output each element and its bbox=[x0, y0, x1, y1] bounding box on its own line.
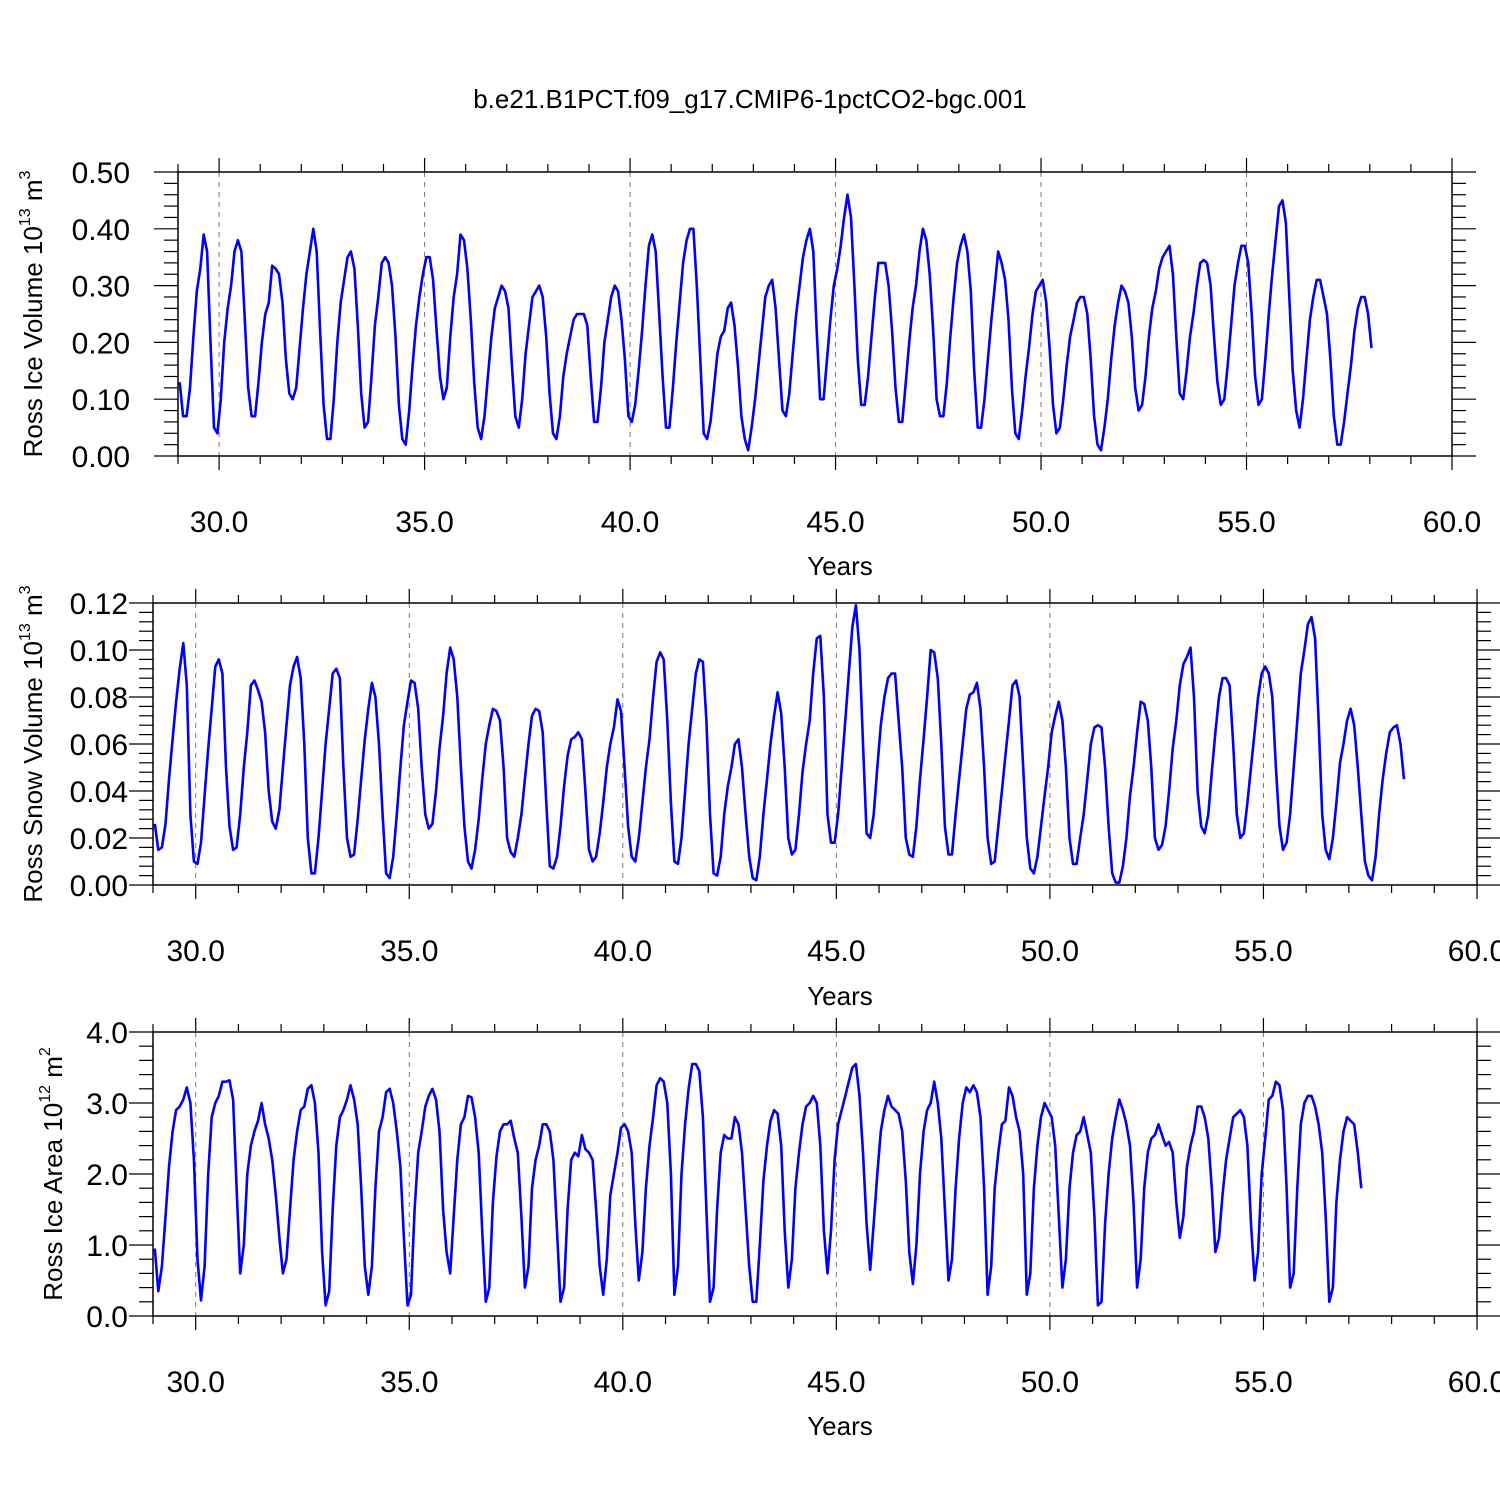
x-tick-label: 30.0 bbox=[167, 935, 225, 968]
y-axis-label-unit: m bbox=[38, 1056, 68, 1085]
y-tick-label: 0.06 bbox=[70, 729, 128, 762]
y-axis-label-exponent: 13 bbox=[17, 208, 34, 226]
y-tick-label: 0.30 bbox=[72, 271, 130, 304]
x-tick-label: 45.0 bbox=[806, 506, 864, 539]
y-axis-label: Ross Snow Volume 1013 m3 bbox=[17, 585, 48, 902]
y-axis-label-unit-exponent: 2 bbox=[37, 1047, 54, 1056]
x-tick-label: 50.0 bbox=[1021, 1366, 1079, 1399]
y-tick-label: 1.0 bbox=[86, 1230, 128, 1263]
x-tick-label: 45.0 bbox=[807, 935, 865, 968]
x-axis-label: Years bbox=[807, 551, 873, 581]
series-line bbox=[178, 193, 1373, 452]
x-tick-label: 30.0 bbox=[190, 506, 248, 539]
y-tick-label: 0.50 bbox=[72, 157, 130, 190]
panel-ross-ice-volume: 30.0 35.0 40.0 45.0 50.0 55.0 60.0 0.00 0.10 0.20… bbox=[17, 157, 1481, 581]
y-axis-label-unit: m bbox=[18, 594, 48, 623]
y-tick-label: 3.0 bbox=[86, 1088, 128, 1121]
y-axis-label-unit-exponent: 3 bbox=[17, 170, 34, 179]
x-tick-label: 35.0 bbox=[380, 935, 438, 968]
y-axis-label: Ross Ice Area 1012 m2 bbox=[37, 1047, 68, 1301]
y-axis-label-main: Ross Ice Area 10 bbox=[38, 1103, 68, 1301]
y-tick-label: 4.0 bbox=[86, 1017, 128, 1050]
panel-ross-snow-volume: 30.0 35.0 40.0 45.0 50.0 55.0 60.0 0.00 0.02 0.04… bbox=[17, 585, 1500, 1011]
x-tick-label: 60.0 bbox=[1423, 506, 1481, 539]
y-tick-label: 0.0 bbox=[86, 1301, 128, 1334]
y-tick-label: 0.10 bbox=[72, 384, 130, 417]
x-tick-label: 30.0 bbox=[167, 1366, 225, 1399]
y-axis-label-main: Ross Snow Volume 10 bbox=[18, 641, 48, 903]
y-axis-label-exponent: 13 bbox=[17, 623, 34, 641]
x-tick-label: 35.0 bbox=[380, 1366, 438, 1399]
y-tick-label: 0.00 bbox=[70, 870, 128, 903]
figure-title: b.e21.B1PCT.f09_g17.CMIP6-1pctCO2-bgc.00… bbox=[473, 84, 1027, 114]
y-axis-label-unit: m bbox=[18, 179, 48, 208]
x-tick-label: 35.0 bbox=[395, 506, 453, 539]
x-tick-label: 40.0 bbox=[594, 1366, 652, 1399]
series-line bbox=[153, 1062, 1363, 1307]
y-axis-label-main: Ross Ice Volume 10 bbox=[18, 226, 48, 457]
y-tick-label: 0.12 bbox=[70, 588, 128, 621]
x-tick-label: 55.0 bbox=[1234, 935, 1292, 968]
y-tick-label: 2.0 bbox=[86, 1159, 128, 1192]
x-tick-label: 55.0 bbox=[1234, 1366, 1292, 1399]
y-tick-label: 0.08 bbox=[70, 682, 128, 715]
plot-frame bbox=[177, 171, 1453, 457]
x-tick-label: 60.0 bbox=[1448, 1366, 1500, 1399]
y-tick-label: 0.40 bbox=[72, 214, 130, 247]
y-tick-label: 0.02 bbox=[70, 823, 128, 856]
y-axis-label-exponent: 12 bbox=[37, 1085, 54, 1103]
x-tick-label: 60.0 bbox=[1448, 935, 1500, 968]
x-tick-label: 50.0 bbox=[1021, 935, 1079, 968]
x-tick-label: 50.0 bbox=[1012, 506, 1070, 539]
y-tick-label: 0.04 bbox=[70, 776, 128, 809]
x-axis-label: Years bbox=[807, 1411, 873, 1441]
x-tick-label: 40.0 bbox=[601, 506, 659, 539]
x-axis-label: Years bbox=[807, 981, 873, 1011]
x-tick-label: 40.0 bbox=[594, 935, 652, 968]
panel-ross-ice-area: 30.0 35.0 40.0 45.0 50.0 55.0 60.0 0.0 1.0 2.0 3.0… bbox=[37, 1017, 1500, 1441]
series-line bbox=[153, 603, 1406, 884]
x-tick-label: 45.0 bbox=[807, 1366, 865, 1399]
y-tick-label: 0.00 bbox=[72, 441, 130, 474]
y-tick-label: 0.20 bbox=[72, 327, 130, 360]
plot-frame bbox=[152, 1031, 1478, 1317]
y-axis-label-unit-exponent: 3 bbox=[17, 585, 34, 594]
x-tick-label: 55.0 bbox=[1217, 506, 1275, 539]
y-axis-label: Ross Ice Volume 1013 m3 bbox=[17, 170, 48, 457]
y-tick-label: 0.10 bbox=[70, 635, 128, 668]
